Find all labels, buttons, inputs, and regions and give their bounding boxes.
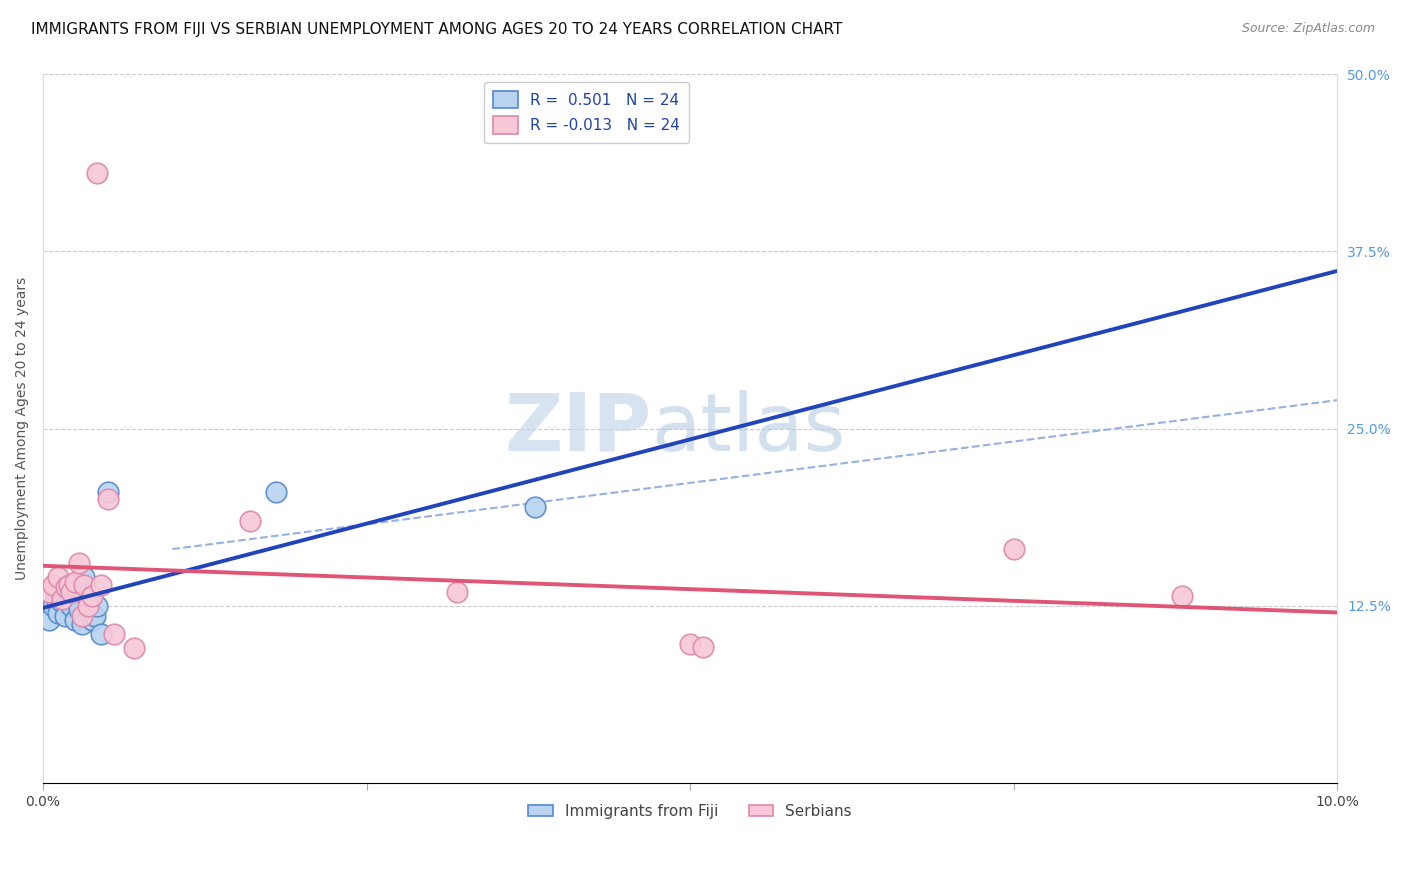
Point [77,599,100,613]
Point [523,500,546,514]
Point [122,641,145,656]
Point [67,601,90,615]
Y-axis label: Unemployment Among Ages 20 to 24 years: Unemployment Among Ages 20 to 24 years [15,277,30,580]
Point [55,580,77,594]
Point [55,589,77,603]
Legend: Immigrants from Fiji, Serbians: Immigrants from Fiji, Serbians [522,797,858,825]
Point [103,627,125,641]
Point [53,608,76,623]
Point [48,606,70,620]
Point [1002,542,1025,557]
Point [70,617,93,632]
Point [38,584,60,599]
Point [65,574,87,589]
Point [90,627,112,641]
Point [97,485,120,500]
Point [62,577,84,591]
Point [60,584,83,599]
Point [42,599,65,613]
Point [58,591,80,606]
Point [45,591,67,606]
Point [1171,589,1194,603]
Point [90,577,112,591]
Text: IMMIGRANTS FROM FIJI VS SERBIAN UNEMPLOYMENT AMONG AGES 20 TO 24 YEARS CORRELATI: IMMIGRANTS FROM FIJI VS SERBIAN UNEMPLOY… [31,22,842,37]
Text: Source: ZipAtlas.com: Source: ZipAtlas.com [1241,22,1375,36]
Point [67,556,90,570]
Point [42,577,65,591]
Point [679,637,702,651]
Point [73,570,96,584]
Point [48,584,70,599]
Point [692,640,714,654]
Point [38,613,60,627]
Point [77,591,100,606]
Point [86,166,108,180]
Point [70,608,93,623]
Point [48,570,70,584]
Text: atlas: atlas [651,390,845,467]
Point [66,580,89,594]
Point [65,613,87,627]
Point [51,594,73,608]
Point [80,613,103,627]
Text: ZIP: ZIP [505,390,651,467]
Point [86,599,108,613]
Point [264,485,287,500]
Point [73,577,96,591]
Point [80,589,103,603]
Point [239,514,262,528]
Point [60,599,83,613]
Point [446,584,468,599]
Point [83,608,105,623]
Point [58,577,80,591]
Point [51,591,73,606]
Point [97,492,120,507]
